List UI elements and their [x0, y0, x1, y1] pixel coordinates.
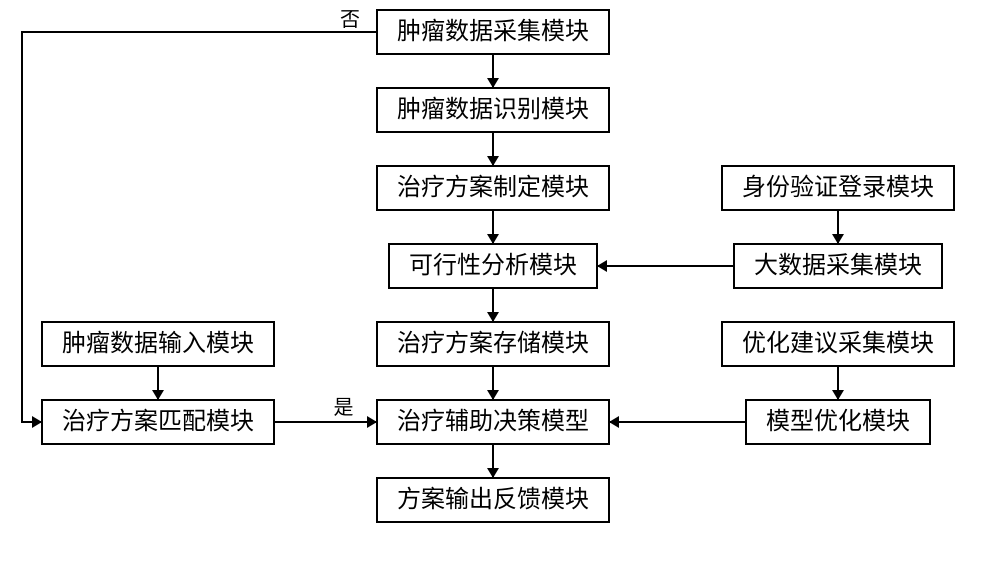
flow-node-n8: 身份验证登录模块 [722, 166, 954, 210]
node-label: 优化建议采集模块 [742, 330, 934, 357]
flow-node-n6: 治疗辅助决策模型 [377, 400, 609, 444]
node-label: 治疗辅助决策模型 [397, 408, 589, 435]
flow-node-n13: 治疗方案匹配模块 [42, 400, 274, 444]
flow-node-n7: 方案输出反馈模块 [377, 478, 609, 522]
flow-node-n4: 可行性分析模块 [389, 244, 597, 288]
node-label: 方案输出反馈模块 [397, 486, 589, 513]
flow-node-n10: 优化建议采集模块 [722, 322, 954, 366]
node-label: 大数据采集模块 [754, 252, 922, 279]
node-label: 可行性分析模块 [409, 252, 577, 279]
node-label: 肿瘤数据采集模块 [397, 18, 589, 45]
node-label: 模型优化模块 [766, 408, 910, 435]
node-label: 治疗方案存储模块 [397, 330, 589, 357]
flow-node-n2: 肿瘤数据识别模块 [377, 88, 609, 132]
flow-node-n3: 治疗方案制定模块 [377, 166, 609, 210]
svg-text:是: 是 [334, 397, 354, 419]
node-label: 治疗方案制定模块 [397, 174, 589, 201]
svg-text:否: 否 [340, 9, 360, 31]
flow-node-n5: 治疗方案存储模块 [377, 322, 609, 366]
node-label: 肿瘤数据输入模块 [62, 330, 254, 357]
node-label: 肿瘤数据识别模块 [397, 96, 589, 123]
flowchart-canvas: 是 否 肿瘤数据采集模块肿瘤数据识别模块治疗方案制定模块可行性分析模块治疗方案存储模… [0, 0, 1000, 571]
flow-node-n11: 模型优化模块 [746, 400, 930, 444]
flow-node-n9: 大数据采集模块 [734, 244, 942, 288]
flow-node-n1: 肿瘤数据采集模块 [377, 10, 609, 54]
node-label: 身份验证登录模块 [742, 174, 934, 201]
node-label: 治疗方案匹配模块 [62, 408, 254, 435]
flow-node-n12: 肿瘤数据输入模块 [42, 322, 274, 366]
